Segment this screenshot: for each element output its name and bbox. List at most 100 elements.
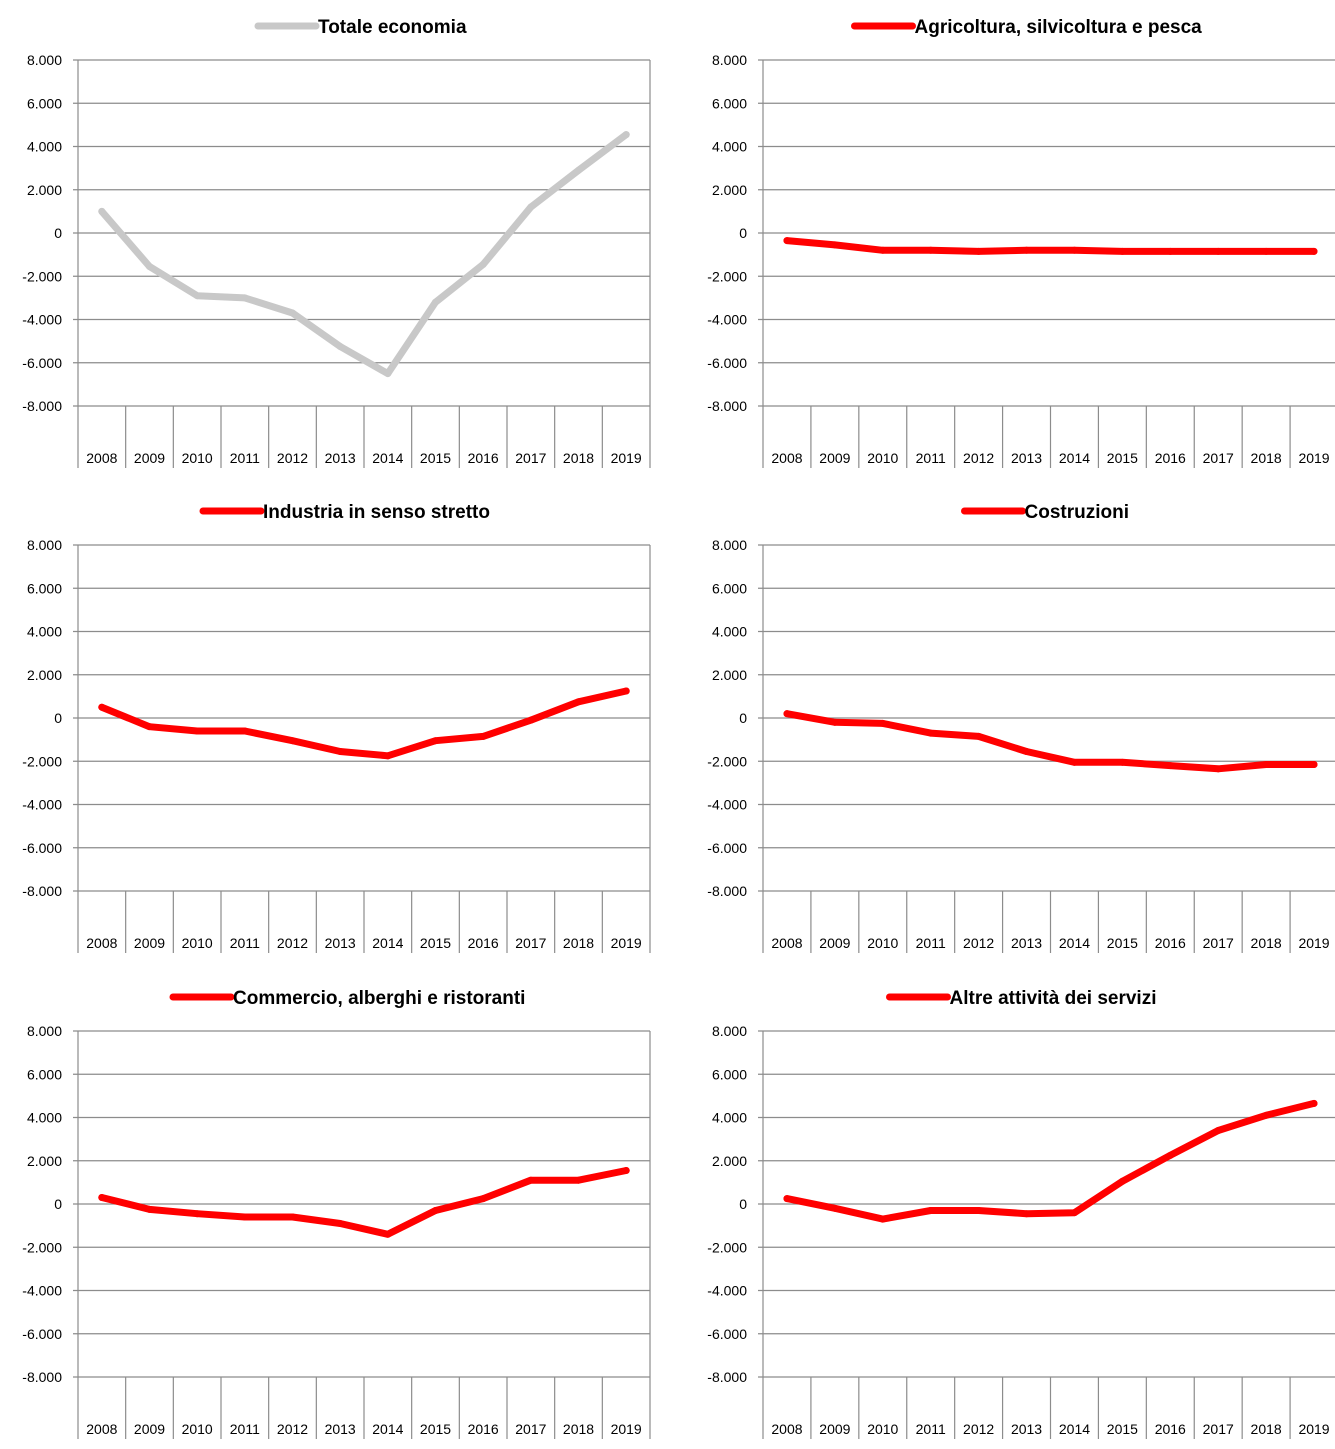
data-point bbox=[783, 710, 791, 718]
legend-label: Commercio, alberghi e ristoranti bbox=[233, 988, 525, 1009]
y-tick-label: -2.000 bbox=[707, 268, 747, 284]
data-point bbox=[831, 241, 839, 249]
series-line bbox=[98, 131, 630, 378]
y-tick-label: 0 bbox=[54, 710, 62, 726]
x-tick-label: 2009 bbox=[819, 1421, 850, 1437]
data-point bbox=[879, 246, 887, 254]
y-tick-label: 4.000 bbox=[27, 1110, 62, 1126]
y-tick-label: 6.000 bbox=[27, 1066, 62, 1082]
data-point bbox=[146, 263, 153, 271]
y-tick-label: 0 bbox=[739, 710, 747, 726]
x-tick-label: 2017 bbox=[515, 1421, 546, 1437]
y-tick-label: 4.000 bbox=[712, 624, 747, 640]
data-point bbox=[975, 247, 983, 255]
x-tick-label: 2019 bbox=[611, 450, 642, 466]
series-line bbox=[98, 1167, 630, 1238]
y-tick-label: -2.000 bbox=[22, 1239, 62, 1255]
data-point bbox=[1214, 247, 1222, 255]
data-point bbox=[975, 732, 983, 740]
y-tick-label: -2.000 bbox=[707, 1239, 747, 1255]
y-tick-label: -8.000 bbox=[22, 883, 62, 899]
data-point bbox=[1262, 1111, 1270, 1119]
data-point bbox=[1310, 760, 1318, 768]
x-tick-label: 2018 bbox=[1251, 1421, 1282, 1437]
x-tick-label: 2014 bbox=[372, 935, 403, 951]
x-tick-label: 2009 bbox=[819, 935, 850, 951]
legend-label: Industria in senso stretto bbox=[263, 502, 490, 523]
x-tick-label: 2017 bbox=[1203, 1421, 1234, 1437]
x-tick-label: 2011 bbox=[916, 450, 946, 466]
x-tick-label: 2012 bbox=[277, 450, 308, 466]
y-tick-label: -6.000 bbox=[707, 355, 747, 371]
y-tick-label: 2.000 bbox=[27, 667, 62, 683]
data-point bbox=[98, 703, 106, 711]
x-tick-label: 2010 bbox=[182, 450, 213, 466]
y-tick-label: 6.000 bbox=[27, 95, 62, 111]
data-point bbox=[1310, 247, 1318, 255]
x-tick-label: 2016 bbox=[468, 450, 499, 466]
x-tick-label: 2016 bbox=[1155, 450, 1186, 466]
x-tick-label: 2012 bbox=[963, 935, 994, 951]
y-tick-label: -4.000 bbox=[707, 797, 747, 813]
data-point bbox=[527, 716, 535, 724]
x-tick-label: 2012 bbox=[963, 450, 994, 466]
legend-label: Agricoltura, silvicoltura e pesca bbox=[915, 17, 1203, 38]
chart-panel-6: 8.000 6.000 4.000 2.000 0 -2.000 -4.000 -6.000 -… bbox=[707, 988, 1335, 1439]
x-tick-label: 2016 bbox=[1155, 935, 1186, 951]
x-tick-label: 2019 bbox=[1298, 935, 1329, 951]
y-tick-label: 4.000 bbox=[712, 1110, 747, 1126]
series-line bbox=[783, 710, 1318, 773]
series-line bbox=[783, 1099, 1318, 1223]
y-tick-label: -6.000 bbox=[707, 1326, 747, 1342]
y-tick-label: -8.000 bbox=[707, 883, 747, 899]
chart-panel-3: 8.000 6.000 4.000 2.000 0 -2.000 -4.000 -6.000 -… bbox=[22, 502, 651, 953]
y-tick-label: -6.000 bbox=[22, 1326, 62, 1342]
y-tick-label: 0 bbox=[54, 225, 62, 241]
x-tick-label: 2008 bbox=[771, 450, 802, 466]
x-tick-label: 2011 bbox=[916, 1421, 946, 1437]
data-point bbox=[879, 719, 887, 727]
data-point bbox=[831, 718, 839, 726]
x-tick-label: 2017 bbox=[515, 935, 546, 951]
x-tick-label: 2013 bbox=[325, 935, 356, 951]
chart-panel-2: 8.000 6.000 4.000 2.000 0 -2.000 -4.000 -6.000 -… bbox=[707, 17, 1335, 468]
data-point bbox=[1310, 1099, 1318, 1107]
data-point bbox=[622, 687, 630, 695]
data-point bbox=[479, 1195, 487, 1203]
y-tick-label: 0 bbox=[54, 1196, 62, 1212]
y-tick-label: 8.000 bbox=[712, 52, 747, 68]
y-tick-label: 6.000 bbox=[712, 1066, 747, 1082]
x-tick-label: 2013 bbox=[1011, 935, 1042, 951]
x-tick-label: 2010 bbox=[867, 1421, 898, 1437]
data-point bbox=[1166, 762, 1174, 770]
data-point bbox=[146, 723, 153, 731]
y-tick-label: 2.000 bbox=[712, 1153, 747, 1169]
chart-panel-5: 8.000 6.000 4.000 2.000 0 -2.000 -4.000 -6.000 -… bbox=[22, 988, 651, 1439]
data-point bbox=[1166, 1151, 1174, 1159]
data-point bbox=[831, 1204, 839, 1212]
y-tick-label: -2.000 bbox=[22, 753, 62, 769]
data-point bbox=[432, 1206, 439, 1214]
x-tick-label: 2017 bbox=[515, 450, 546, 466]
y-tick-label: -8.000 bbox=[22, 398, 62, 414]
data-point bbox=[98, 1194, 106, 1202]
y-tick-label: -4.000 bbox=[22, 312, 62, 328]
data-point bbox=[241, 727, 249, 735]
x-tick-label: 2018 bbox=[1251, 450, 1282, 466]
data-point bbox=[336, 748, 344, 756]
x-tick-label: 2014 bbox=[1059, 1421, 1090, 1437]
y-tick-label: 8.000 bbox=[712, 1023, 747, 1039]
y-tick-label: 4.000 bbox=[27, 139, 62, 155]
data-point bbox=[575, 1176, 582, 1184]
data-point bbox=[575, 166, 582, 174]
data-point bbox=[927, 729, 935, 737]
x-tick-label: 2009 bbox=[134, 1421, 165, 1437]
x-tick-label: 2017 bbox=[1203, 935, 1234, 951]
data-point bbox=[622, 1166, 630, 1174]
y-tick-label: 8.000 bbox=[27, 1023, 62, 1039]
x-tick-label: 2011 bbox=[916, 935, 946, 951]
y-tick-label: 4.000 bbox=[712, 139, 747, 155]
x-tick-label: 2010 bbox=[182, 935, 213, 951]
data-point bbox=[1023, 1210, 1031, 1218]
y-tick-label: -8.000 bbox=[707, 398, 747, 414]
